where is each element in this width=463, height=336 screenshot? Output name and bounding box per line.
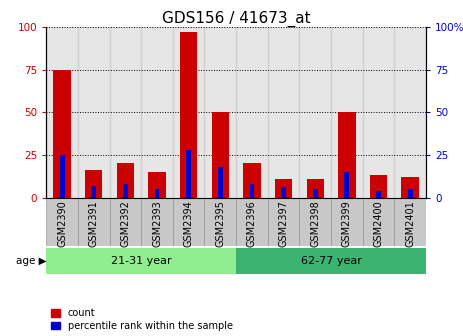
Bar [344, 172, 349, 198]
Bar [394, 27, 426, 198]
Bar [123, 184, 128, 198]
Bar [236, 27, 268, 198]
Bar [205, 27, 236, 198]
FancyBboxPatch shape [236, 198, 268, 246]
Bar [218, 167, 223, 198]
Text: GSM2393: GSM2393 [152, 200, 162, 247]
Bar [281, 187, 286, 198]
Bar [60, 155, 64, 198]
Text: GSM2391: GSM2391 [89, 200, 99, 247]
Bar [250, 184, 254, 198]
Legend: count, percentile rank within the sample: count, percentile rank within the sample [51, 308, 233, 331]
Text: GSM2396: GSM2396 [247, 200, 257, 247]
FancyBboxPatch shape [46, 198, 78, 246]
FancyBboxPatch shape [300, 198, 331, 246]
Bar [268, 27, 300, 198]
FancyBboxPatch shape [78, 198, 110, 246]
Bar [338, 112, 356, 198]
Text: GSM2390: GSM2390 [57, 200, 67, 247]
Bar [307, 179, 324, 198]
Text: 21-31 year: 21-31 year [111, 256, 171, 266]
Text: GSM2398: GSM2398 [310, 200, 320, 247]
Bar [363, 27, 394, 198]
Bar [148, 172, 166, 198]
Bar [117, 163, 134, 198]
Text: 62-77 year: 62-77 year [300, 256, 362, 266]
Text: GSM2399: GSM2399 [342, 200, 352, 247]
FancyBboxPatch shape [173, 198, 205, 246]
Bar [370, 175, 387, 198]
Text: GSM2394: GSM2394 [184, 200, 194, 247]
Bar [173, 27, 205, 198]
Bar [275, 179, 292, 198]
Text: GSM2401: GSM2401 [405, 200, 415, 247]
Bar [85, 170, 102, 198]
Bar [300, 27, 331, 198]
Bar [376, 191, 381, 198]
FancyBboxPatch shape [205, 198, 236, 246]
Text: GSM2400: GSM2400 [374, 200, 383, 247]
Bar [212, 112, 229, 198]
Bar [78, 27, 110, 198]
FancyBboxPatch shape [141, 198, 173, 246]
Bar [331, 27, 363, 198]
FancyBboxPatch shape [236, 248, 426, 274]
Text: GSM2392: GSM2392 [120, 200, 131, 247]
FancyBboxPatch shape [110, 198, 141, 246]
Text: age ▶: age ▶ [16, 256, 47, 266]
Bar [110, 27, 141, 198]
Bar [243, 163, 261, 198]
FancyBboxPatch shape [46, 248, 236, 274]
Bar [155, 189, 159, 198]
FancyBboxPatch shape [363, 198, 394, 246]
Bar [313, 189, 318, 198]
Bar [408, 189, 413, 198]
Text: GSM2395: GSM2395 [215, 200, 225, 247]
Bar [53, 70, 71, 198]
Bar [186, 150, 191, 198]
Bar [91, 185, 96, 198]
Bar [46, 27, 78, 198]
Bar [401, 177, 419, 198]
FancyBboxPatch shape [394, 198, 426, 246]
Bar [180, 32, 197, 198]
Title: GDS156 / 41673_at: GDS156 / 41673_at [162, 11, 311, 27]
Text: GSM2397: GSM2397 [279, 200, 288, 247]
FancyBboxPatch shape [268, 198, 300, 246]
Bar [141, 27, 173, 198]
FancyBboxPatch shape [331, 198, 363, 246]
